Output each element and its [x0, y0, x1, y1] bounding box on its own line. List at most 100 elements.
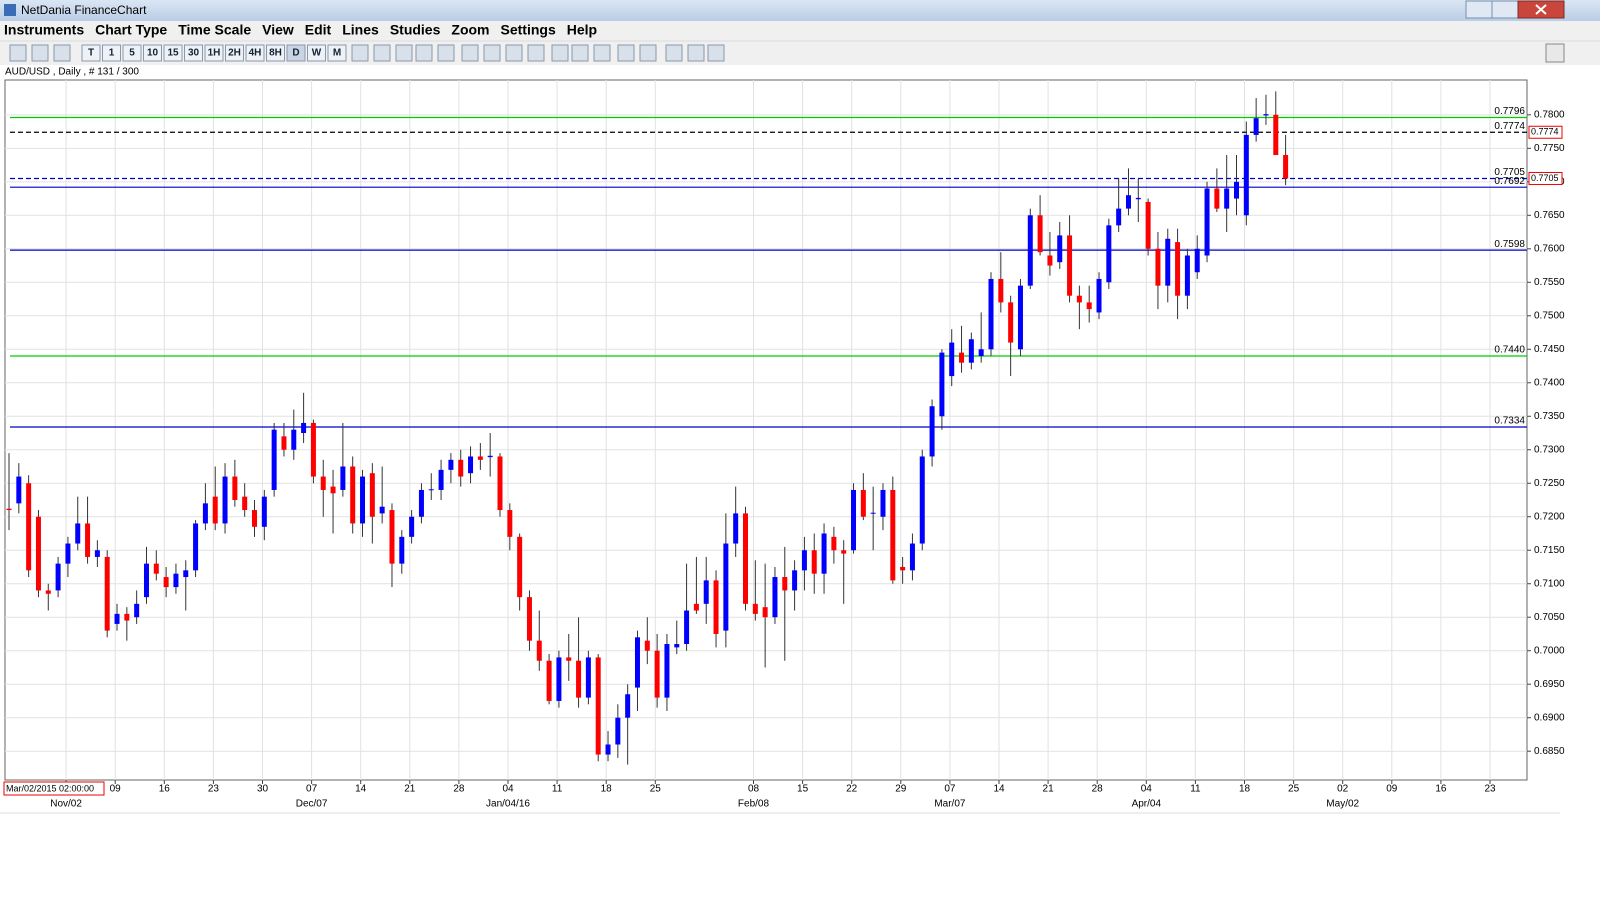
candle-body: [271, 429, 277, 490]
candle-body: [595, 657, 601, 755]
menu-item[interactable]: View: [262, 22, 294, 38]
candle-body: [242, 496, 248, 511]
interval-button[interactable]: [184, 44, 203, 62]
toolbar-icon[interactable]: [551, 44, 569, 62]
interval-button[interactable]: [307, 44, 326, 62]
window-title: NetDania FinanceChart: [21, 3, 147, 17]
menu-item[interactable]: Edit: [305, 22, 332, 38]
x-month-label: May/02: [1326, 799, 1359, 810]
candle-body: [909, 543, 915, 571]
menu-item[interactable]: Studies: [390, 22, 441, 38]
candle-body: [556, 657, 562, 701]
candle-body: [1047, 255, 1053, 266]
candle-body: [497, 456, 503, 511]
menu-item[interactable]: Help: [567, 22, 597, 38]
interval-label: 15: [167, 48, 179, 59]
cursor-readout-label: Mar/02/2015 02:00:00: [6, 783, 94, 793]
interval-button[interactable]: [245, 44, 265, 62]
toolbar-icon[interactable]: [593, 44, 611, 62]
candle-body: [1008, 302, 1014, 343]
candle-body: [841, 550, 847, 554]
maximize-button[interactable]: [1491, 0, 1519, 19]
interval-label: 4H: [249, 48, 262, 59]
candle-body: [743, 513, 748, 604]
toolbar-icon[interactable]: [483, 44, 501, 62]
toolbar-icon[interactable]: [571, 44, 589, 62]
toolbar-icon[interactable]: [351, 44, 369, 62]
menu-item[interactable]: Instruments: [4, 22, 84, 38]
plot-area: [4, 79, 1528, 781]
interval-button[interactable]: [163, 44, 183, 62]
candle-body: [576, 660, 582, 698]
candle-body: [752, 603, 758, 614]
interval-button[interactable]: [286, 44, 306, 62]
candle-body: [615, 717, 621, 745]
candle-body: [684, 610, 690, 645]
price-marker: [1528, 171, 1563, 185]
candle-body: [851, 489, 857, 551]
menu-item[interactable]: Lines: [342, 22, 379, 38]
toolbar-icon[interactable]: [707, 44, 725, 62]
candle-body: [585, 657, 591, 698]
menu-item[interactable]: Settings: [501, 22, 556, 38]
x-tick-label: 16: [1435, 784, 1447, 795]
toolbar-icon[interactable]: [373, 44, 391, 62]
interval-button[interactable]: [204, 44, 224, 62]
toolbar-icon[interactable]: [639, 44, 657, 62]
toolbar-icon[interactable]: [395, 44, 413, 62]
candle-body: [1057, 235, 1063, 263]
toolbar-icon[interactable]: [9, 44, 27, 62]
toolbar-icon[interactable]: [461, 44, 479, 62]
candle-body: [821, 533, 827, 574]
interval-button[interactable]: [122, 44, 142, 62]
candle-body: [232, 476, 238, 500]
toolbar-icon[interactable]: [617, 44, 635, 62]
candle-body: [1076, 295, 1082, 303]
y-tick-label: 0.7350: [1534, 411, 1565, 422]
toolbar-icon[interactable]: [437, 44, 455, 62]
menu-item[interactable]: Chart Type: [95, 22, 167, 38]
toolbar-icon[interactable]: [665, 44, 683, 62]
candle-body: [222, 476, 228, 524]
toolbar-icon[interactable]: [415, 44, 433, 62]
minimize-button[interactable]: [1465, 0, 1493, 19]
candle-body: [55, 563, 61, 591]
x-tick-label: 25: [650, 784, 662, 795]
toolbar-icon[interactable]: [31, 44, 49, 62]
menu-item[interactable]: Time Scale: [178, 22, 251, 38]
candle-body: [458, 459, 464, 477]
toolbar-icon[interactable]: [687, 44, 705, 62]
x-tick-label: 22: [846, 784, 858, 795]
interval-button[interactable]: [327, 44, 347, 62]
interval-button[interactable]: [266, 44, 285, 62]
candle-body: [379, 506, 385, 514]
x-tick-label: 14: [355, 784, 367, 795]
candle-body: [772, 577, 778, 618]
x-tick-label: 18: [1239, 784, 1251, 795]
level-label: 0.7705: [1494, 167, 1525, 178]
toolbar-toggle[interactable]: [1545, 43, 1565, 63]
level-label: 0.7692: [1494, 176, 1525, 187]
y-tick-label: 0.6950: [1534, 679, 1565, 690]
candle-body: [35, 516, 41, 591]
candle-body: [183, 570, 189, 578]
menu-item[interactable]: Zoom: [451, 22, 489, 38]
interval-button[interactable]: [81, 44, 101, 62]
toolbar-icon[interactable]: [505, 44, 523, 62]
x-tick-label: 11: [1190, 784, 1201, 795]
interval-button[interactable]: [143, 44, 162, 62]
toolbar-icon[interactable]: [53, 44, 71, 62]
candle-body: [261, 496, 267, 527]
toolbar-icon[interactable]: [527, 44, 545, 62]
interval-button[interactable]: [102, 44, 121, 62]
candle-body: [143, 563, 149, 598]
candle-body: [1155, 248, 1161, 286]
interval-label: 1H: [208, 48, 221, 59]
interval-button[interactable]: [225, 44, 244, 62]
x-month-label: Jan/04/16: [486, 799, 530, 810]
candle-body: [1037, 215, 1043, 253]
candle-body: [1086, 302, 1092, 310]
y-tick-label: 0.7650: [1534, 210, 1565, 221]
x-month-label: Dec/07: [296, 799, 328, 810]
candle-body: [536, 640, 542, 661]
